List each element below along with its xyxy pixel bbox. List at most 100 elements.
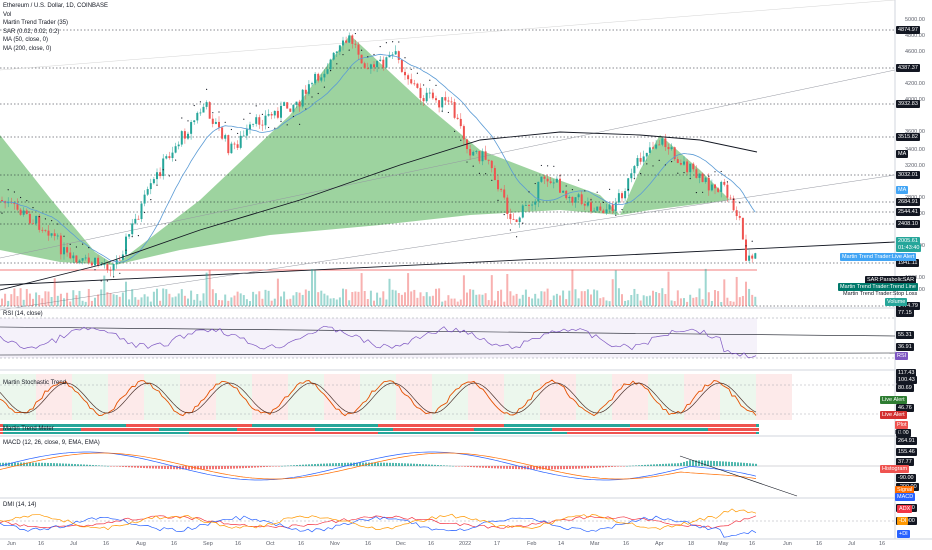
indicator-axis-tag: 46.76 [896, 404, 914, 412]
stop-loss-label: Martin Trend Trader:Stop Loss [843, 291, 918, 297]
macd-pane[interactable] [0, 451, 895, 497]
time-axis-label: Jul [70, 541, 78, 547]
price-level-tag: 1941.11 [896, 259, 920, 267]
plot-label-2: Plot [895, 430, 905, 436]
symbol-title[interactable]: Ethereum / U.S. Dollar, 1D, COINBASE [3, 3, 109, 9]
indicator-axis-tag: 100.43 [896, 376, 917, 384]
study-ma50[interactable]: MA (50, close, 0) [3, 37, 49, 43]
live-alert-green-tag: Live Alert [880, 396, 907, 404]
adx-tag: ADX [897, 505, 913, 513]
macd-title[interactable]: MACD (12, 26, close, 9, EMA, EMA) [3, 440, 100, 446]
price-level-tag: 2544.41 [896, 208, 920, 216]
adx-line [0, 515, 757, 529]
time-axis-label: Aug [136, 541, 146, 547]
time-axis-label: Feb [527, 541, 537, 547]
sar-tag: SAR:ParabolicSAR [865, 276, 917, 284]
trend-cloud [0, 35, 730, 265]
live-alert-red-tag: Live Alert [880, 411, 907, 419]
volume-tag: Volume [885, 298, 908, 306]
parabolic-sar-dots [1, 32, 753, 282]
indicator-axis-tag: 0.00 [896, 429, 911, 437]
trend-meter-strip [0, 424, 759, 434]
time-axis-label: 16 [235, 541, 242, 547]
price-pane[interactable] [0, 0, 896, 311]
price-level-tag: 1474.79 [896, 302, 920, 310]
price-level-tag: 3932.83 [896, 100, 920, 108]
price-axis-label: 3400.00 [905, 147, 925, 153]
macd-histogram [0, 460, 757, 470]
rsi-pane[interactable] [0, 317, 896, 359]
time-axis-label: 14 [558, 541, 565, 547]
time-axis-label: 2022 [459, 541, 472, 547]
price-axis-label: 4600.00 [905, 49, 925, 55]
signal-tag: Signal [895, 486, 915, 494]
time-axis-label: Jun [7, 541, 16, 547]
volume-bars [1, 268, 757, 306]
time-axis-label: 16 [623, 541, 630, 547]
time-axis-label: Jun [783, 541, 792, 547]
time-axis-label: Mar [590, 541, 600, 547]
price-axis-label: 4800.00 [905, 33, 925, 39]
stoch-d-line [0, 382, 757, 414]
di-plus-line [0, 515, 757, 538]
price-axis-label: 5000.00 [905, 17, 925, 23]
indicator-axis-tag: 36.91 [896, 343, 914, 351]
indicator-axis-tag: 117.43 [896, 369, 917, 377]
plot-tag: Plot [895, 421, 909, 429]
stoch-k-line [0, 379, 757, 417]
study-vol[interactable]: Vol [3, 11, 12, 18]
indicator-axis-tag: 37.77 [896, 458, 914, 466]
price-level-tag: 4874.97 [896, 26, 920, 34]
di-minus-line [0, 508, 757, 531]
trend-line-tag: Martin Trend Trader:Trend Line [838, 283, 918, 291]
price-level-tag: 2408.10 [896, 220, 920, 228]
time-axis-label: Nov [330, 541, 340, 547]
time-axis-label: 16 [298, 541, 305, 547]
stoch-pane[interactable] [0, 374, 895, 420]
stoch-title[interactable]: Martin Stochastic Trend [3, 380, 67, 386]
price-level-tag: 4387.37 [896, 64, 920, 72]
time-axis-label: Dec [396, 541, 406, 547]
price-level-tag: 3032.01 [896, 171, 920, 179]
time-axis-label: 16 [38, 541, 45, 547]
di-minus-tag: -DI [897, 517, 909, 525]
price-axis-label: 4200.00 [905, 81, 925, 87]
rsi-line [0, 325, 757, 358]
horizontal-levels [0, 29, 895, 307]
time-axis-label: 16 [749, 541, 756, 547]
price-axis-label: 3200.00 [905, 163, 925, 169]
macd-signal-line [0, 452, 757, 480]
indicator-axis-tag: 155.46 [896, 448, 917, 456]
meter-title[interactable]: Martin Trend Meter [3, 426, 54, 432]
ma200-line [0, 131, 758, 291]
histogram-tag: Histogram [880, 465, 910, 473]
study-sar[interactable]: SAR (0.02, 0.02, 0.2) [3, 28, 60, 35]
time-axis-label: Oct [266, 541, 275, 547]
study-ma200[interactable]: MA (200, close, 0) [3, 45, 52, 52]
time-axis-label: May [718, 541, 729, 547]
study-martin-trend-trader[interactable]: Martin Trend Trader (35) [3, 20, 69, 26]
live-alert-tag: Martin Trend Trader:Live Alert [840, 253, 917, 261]
time-axis-label: 18 [688, 541, 695, 547]
indicator-axis-tag: 80.69 [896, 384, 914, 392]
price-level-tag: 2005.61 [896, 237, 920, 245]
indicator-axis-tag: 55.31 [896, 331, 914, 339]
di-plus-tag: +DI [897, 530, 910, 538]
time-axis-label: 16 [816, 541, 823, 547]
time-axis-label: 16 [103, 541, 110, 547]
time-axis-label: Sep [203, 541, 213, 547]
indicator-axis-tag: 77.15 [896, 309, 914, 317]
indicator-axis-tag: -90.00 [896, 474, 916, 482]
macd-tag: MACD [895, 493, 916, 501]
time-axis-label: 16 [171, 541, 178, 547]
dmi-pane[interactable] [0, 508, 895, 538]
price-level-tag: MA [896, 150, 909, 158]
dmi-title[interactable]: DMI (14, 14) [3, 502, 37, 508]
time-axis-label: 16 [428, 541, 435, 547]
price-level-tag: 01:43:40 [896, 244, 922, 252]
time-axis-label: 16 [879, 541, 886, 547]
rsi-title[interactable]: RSI (14, close) [3, 311, 43, 317]
price-level-tag: MA [896, 186, 909, 194]
